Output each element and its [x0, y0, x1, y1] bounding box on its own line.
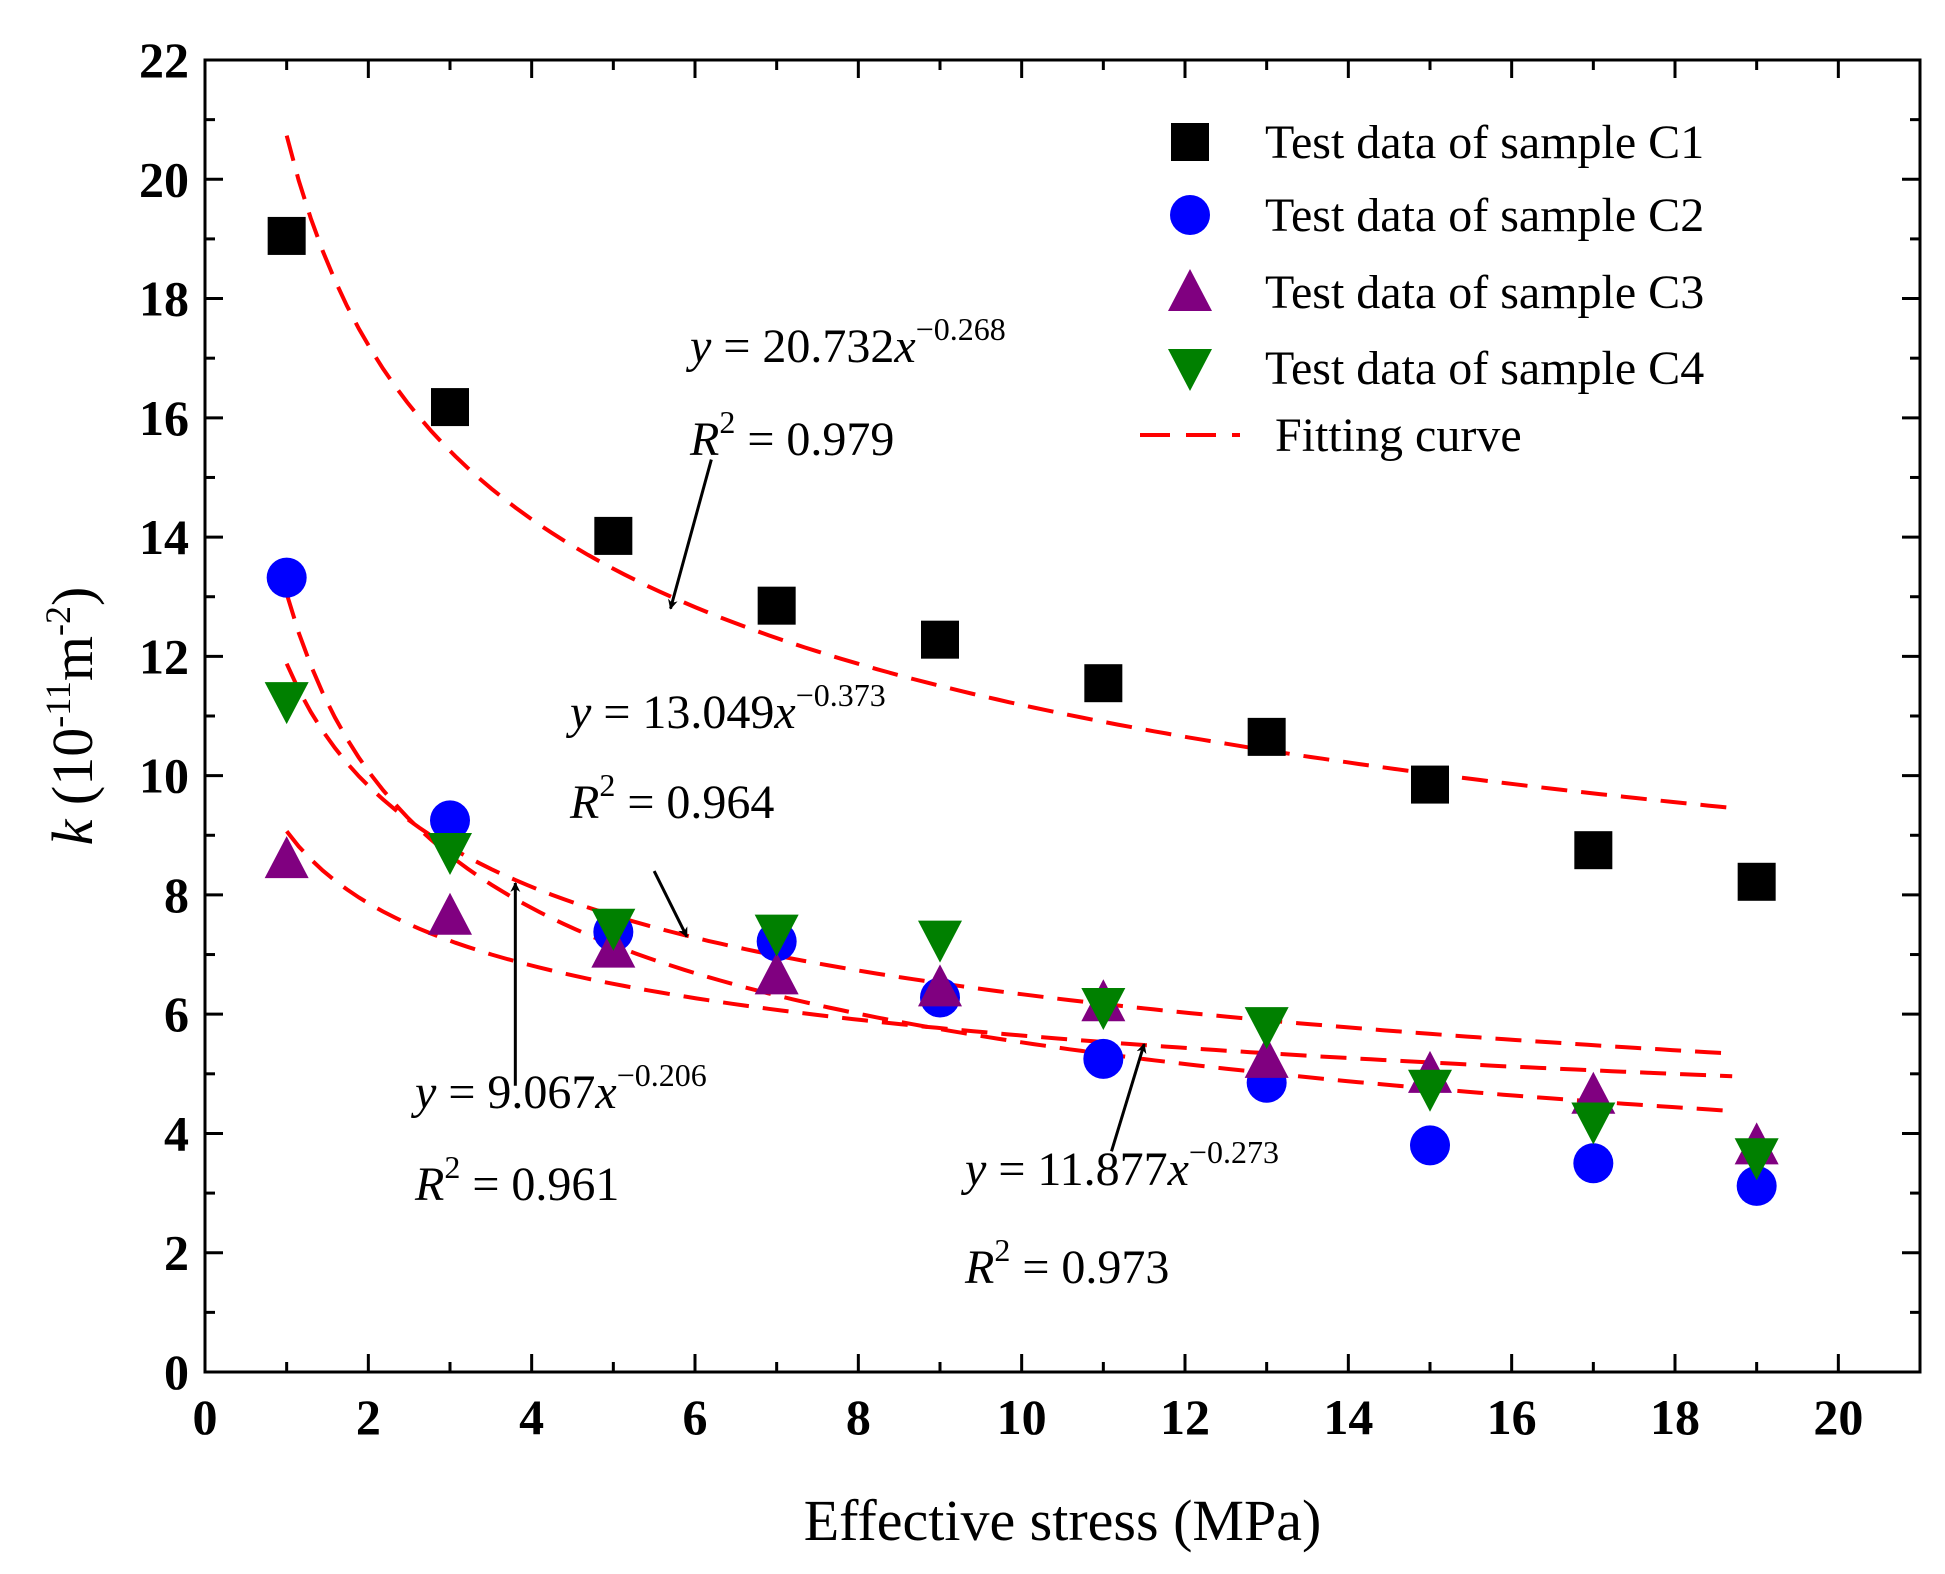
legend-marker-c1 [1171, 123, 1209, 161]
fit-curve-c1 [284, 135, 1733, 810]
axis-ticks: 0 2 4 6 8 10 12 14 16 18 20 0 2 4 6 8 10 12 14 16 18 20 22 [139, 32, 1920, 1445]
y-tick-label: 6 [164, 986, 189, 1042]
legend: Test data of sample C1 Test data of sampl… [1140, 116, 1704, 462]
fit-curve-c2 [284, 593, 1733, 1113]
point-c3 [264, 836, 309, 879]
point-c3 [754, 952, 799, 995]
y-tick-label: 16 [139, 390, 189, 446]
annotation-arrow-c2 [652, 870, 689, 938]
legend-label-c3: Test data of sample C3 [1265, 266, 1704, 319]
point-c4 [591, 908, 636, 951]
point-c2 [1736, 1165, 1777, 1206]
y-tick-label: 22 [139, 32, 189, 88]
legend-marker-c2 [1170, 195, 1210, 235]
fit-equation-c1: y = 20.732x−0.268 [685, 311, 1006, 373]
y-tick-label: 2 [164, 1225, 189, 1281]
data-points [264, 216, 1779, 1206]
fit-r2-c2: R2 = 0.964 [569, 767, 774, 829]
point-c4 [754, 914, 799, 957]
y-axis-exp2: -2 [38, 606, 78, 636]
y-tick-label: 14 [139, 509, 189, 565]
point-c2 [1083, 1038, 1124, 1079]
y-axis-unit: m [40, 636, 105, 681]
x-tick-label: 12 [1160, 1389, 1210, 1445]
fit-curve-c4 [284, 662, 1733, 1056]
y-tick-label: 12 [139, 628, 189, 684]
point-c4 [918, 920, 962, 963]
point-c3 [918, 964, 962, 1007]
point-c4 [1408, 1069, 1452, 1112]
y-tick-label: 8 [164, 867, 189, 923]
x-tick-label: 8 [846, 1389, 871, 1445]
x-tick-label: 4 [519, 1389, 544, 1445]
legend-label-c1: Test data of sample C1 [1265, 116, 1704, 169]
point-c4 [1734, 1138, 1779, 1181]
fit-curve-c3 [285, 830, 1733, 1079]
x-tick-label: 20 [1813, 1389, 1863, 1445]
point-c1 [267, 216, 306, 255]
legend-label-c4: Test data of sample C4 [1265, 342, 1704, 395]
point-c1 [431, 388, 469, 427]
y-tick-label: 20 [139, 151, 189, 207]
legend-marker-c3 [1168, 269, 1212, 311]
y-axis-title: k (10-11m-2) [38, 587, 105, 846]
annotation-c1: y = 20.732x−0.268 R2 = 0.979 [668, 311, 1006, 610]
x-tick-label: 6 [683, 1389, 708, 1445]
point-c4 [1571, 1102, 1616, 1145]
annotation-c4: y = 11.877x−0.273 R2 = 0.973 [960, 1043, 1279, 1294]
fit-equation-c2: y = 13.049x−0.373 [565, 677, 886, 739]
fit-equation-c4: y = 11.877x−0.273 [960, 1134, 1279, 1196]
point-c4 [264, 682, 309, 725]
y-axis-var: k [40, 818, 105, 845]
fit-annotations: y = 20.732x−0.268 R2 = 0.979 y = 13.049x−0… [410, 311, 1279, 1294]
point-c1 [757, 586, 796, 625]
point-c3 [428, 892, 472, 935]
y-axis-exp1: -11 [38, 681, 78, 728]
legend-label-fit: Fitting curve [1275, 409, 1522, 462]
point-c2 [430, 800, 470, 841]
annotation-arrow-c1 [668, 459, 713, 610]
annotation-c3: y = 9.067x−0.206 R2 = 0.961 [410, 881, 707, 1211]
annotation-arrow-c4 [1110, 1043, 1147, 1152]
point-c1 [1574, 831, 1613, 870]
point-c4 [1244, 1007, 1289, 1050]
annotation-c2: y = 13.049x−0.373 R2 = 0.964 [565, 677, 886, 938]
legend-label-c2: Test data of sample C2 [1265, 189, 1704, 242]
fit-r2-c3: R2 = 0.961 [414, 1149, 619, 1211]
fit-equation-c3: y = 9.067x−0.206 [410, 1057, 707, 1119]
point-c2 [1410, 1125, 1450, 1166]
y-axis-close: ) [40, 587, 105, 606]
point-c1 [1411, 765, 1449, 804]
point-c1 [1737, 862, 1776, 901]
fitting-curves [284, 135, 1733, 1113]
point-c1 [594, 516, 633, 555]
point-c4 [428, 832, 472, 875]
y-tick-label: 18 [139, 271, 189, 327]
x-tick-label: 16 [1487, 1389, 1537, 1445]
x-tick-label: 2 [356, 1389, 381, 1445]
fit-r2-c4: R2 = 0.973 [964, 1232, 1169, 1294]
point-c2 [1573, 1143, 1614, 1184]
point-c1 [1084, 664, 1123, 703]
fit-r2-c1: R2 = 0.979 [689, 404, 894, 466]
point-c1 [1247, 717, 1286, 756]
point-c3 [1244, 1035, 1289, 1078]
y-axis-open: (10 [40, 728, 105, 820]
y-tick-label: 10 [139, 748, 189, 804]
legend-marker-c4 [1168, 349, 1212, 391]
x-tick-label: 0 [193, 1389, 218, 1445]
point-c2 [266, 557, 307, 598]
point-c4 [1081, 988, 1126, 1031]
y-tick-label: 0 [164, 1344, 189, 1400]
x-tick-label: 14 [1323, 1389, 1373, 1445]
x-tick-label: 10 [997, 1389, 1047, 1445]
y-tick-label: 4 [164, 1105, 189, 1161]
point-c1 [921, 620, 959, 659]
x-axis-title: Effective stress (MPa) [804, 1488, 1322, 1553]
x-tick-label: 18 [1650, 1389, 1700, 1445]
